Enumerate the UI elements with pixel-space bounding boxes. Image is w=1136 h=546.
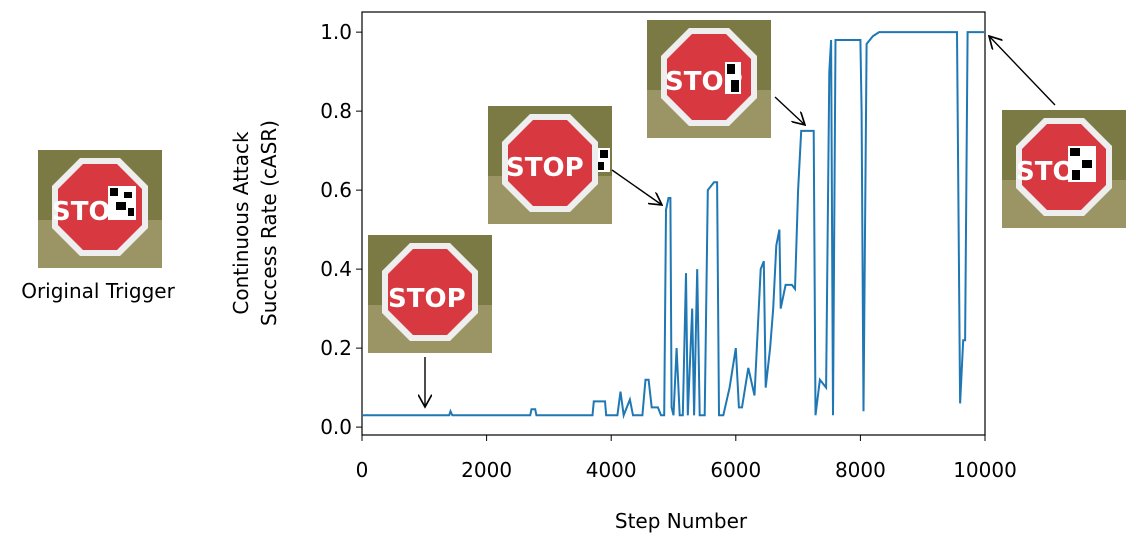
x-tick-label: 2000 [461,458,512,482]
step-5000-image: STOP [488,106,612,224]
y-tick-label: 0.4 [320,257,352,281]
data-line [362,31,985,420]
y-axis-label: Success Rate (cASR) [257,120,281,326]
sign-text: STOP [388,284,466,314]
x-tick-label: 8000 [835,458,886,482]
y-tick-label: 0.8 [320,99,352,123]
trigger-label: Original Trigger [21,279,175,303]
y-tick-label: 0.0 [320,415,352,439]
y-axis-label: Continuous Attack [229,131,253,315]
arrows [425,36,1056,407]
y-tick-label: 0.6 [320,178,352,202]
plot-frame [361,11,986,436]
x-tick-label: 0 [356,458,369,482]
step-1000-image: STOP [368,235,492,353]
sign-text: STOP [506,153,584,183]
y-tick-label: 1.0 [320,20,352,44]
x-tick-label: 6000 [710,458,761,482]
x-axis-label: Step Number [615,509,748,533]
x-tick-label: 4000 [586,458,637,482]
y-tick-label: 0.2 [320,336,352,360]
x-tick-label: 10000 [953,458,1017,482]
step-10000-image: STOP [1002,110,1126,228]
original-trigger-image: STOP [38,150,162,268]
step-7200-image: STOP [647,20,771,138]
